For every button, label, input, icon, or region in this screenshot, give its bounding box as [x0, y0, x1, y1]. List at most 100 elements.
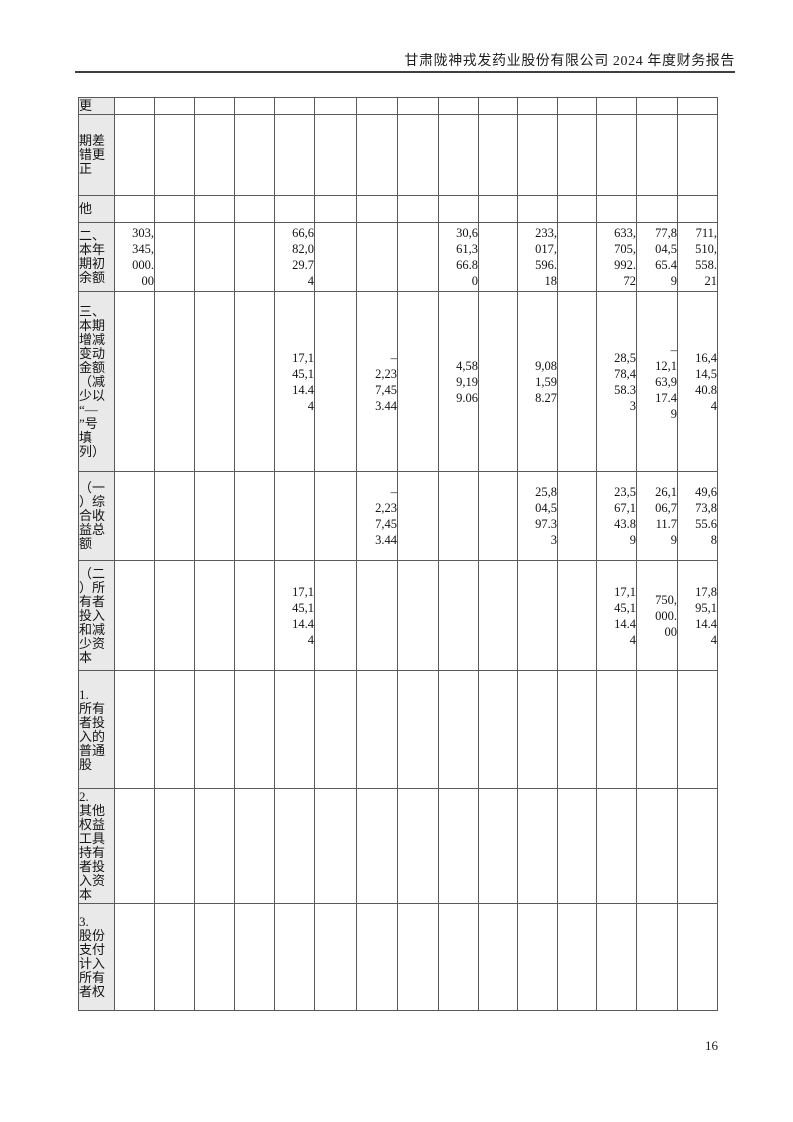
row-label: （二 ）所 有者 投入 和减 少资 本: [78, 560, 115, 671]
table-row: 3. 股份 支付 计入 所有 者权: [78, 903, 718, 1011]
value-cell: [314, 195, 357, 223]
value-cell: [114, 903, 155, 1011]
value-cell: [356, 114, 398, 196]
value-cell: [397, 560, 439, 671]
value-cell: [438, 903, 479, 1011]
value-cell: [438, 788, 479, 904]
value-cell: [438, 195, 479, 223]
value-cell: [596, 97, 637, 115]
value-cell: [356, 222, 398, 292]
value-cell: [154, 195, 195, 223]
value-cell: 66,6 82,0 29.7 4: [274, 222, 315, 292]
value-cell: [557, 903, 597, 1011]
value-cell: [557, 195, 597, 223]
value-cell: [677, 195, 718, 223]
value-cell: [114, 97, 155, 115]
value-cell: [154, 471, 195, 561]
value-cell: [517, 114, 558, 196]
value-cell: [154, 670, 195, 789]
value-cell: [478, 788, 518, 904]
value-cell: [677, 97, 718, 115]
value-cell: [557, 560, 597, 671]
value-cell: 17,1 45,1 14.4 4: [274, 560, 315, 671]
value-cell: [478, 97, 518, 115]
value-cell: [517, 195, 558, 223]
report-header-title: 甘肃陇神戎发药业股份有限公司 2024 年度财务报告: [404, 54, 735, 69]
value-cell: 4,58 9,19 9.06: [438, 291, 479, 472]
value-cell: [478, 670, 518, 789]
value-cell: [234, 291, 275, 472]
value-cell: 17,1 45,1 14.4 4: [596, 560, 637, 671]
value-cell: [478, 560, 518, 671]
value-cell: [114, 670, 155, 789]
value-cell: [397, 97, 439, 115]
value-cell: [397, 471, 439, 561]
value-cell: [314, 670, 357, 789]
value-cell: [274, 788, 315, 904]
value-cell: [274, 471, 315, 561]
value-cell: [636, 903, 678, 1011]
value-cell: [194, 222, 235, 292]
value-cell: [636, 788, 678, 904]
value-cell: [314, 114, 357, 196]
value-cell: 77,8 04,5 65.4 9: [636, 222, 678, 292]
value-cell: [194, 560, 235, 671]
value-cell: [517, 670, 558, 789]
value-cell: 750, 000. 00: [636, 560, 678, 671]
value-cell: [114, 114, 155, 196]
value-cell: [194, 114, 235, 196]
table-row: 他: [78, 195, 718, 223]
row-label: 二、 本年 期初 余额: [78, 222, 115, 292]
value-cell: [234, 195, 275, 223]
value-cell: 16,4 14,5 40.8 4: [677, 291, 718, 472]
value-cell: [154, 291, 195, 472]
value-cell: 49,6 73,8 55.6 8: [677, 471, 718, 561]
value-cell: [677, 670, 718, 789]
value-cell: [677, 788, 718, 904]
value-cell: 26,1 06,7 11.7 9: [636, 471, 678, 561]
row-label: 他: [78, 195, 115, 223]
value-cell: [557, 291, 597, 472]
table-row: 期差 错更 正: [78, 114, 718, 196]
value-cell: [557, 222, 597, 292]
value-cell: [438, 670, 479, 789]
value-cell: [154, 114, 195, 196]
value-cell: [356, 560, 398, 671]
value-cell: [234, 114, 275, 196]
value-cell: – 2,23 7,45 3.44: [356, 471, 398, 561]
value-cell: [194, 97, 235, 115]
value-cell: [356, 195, 398, 223]
value-cell: [114, 788, 155, 904]
value-cell: [438, 97, 479, 115]
value-cell: [677, 114, 718, 196]
value-cell: 17,1 45,1 14.4 4: [274, 291, 315, 472]
value-cell: 633, 705, 992. 72: [596, 222, 637, 292]
value-cell: [557, 114, 597, 196]
value-cell: [154, 222, 195, 292]
table-row: 1. 所有 者投 入的 普通 股: [78, 670, 718, 789]
value-cell: [274, 114, 315, 196]
value-cell: [596, 114, 637, 196]
value-cell: [194, 788, 235, 904]
value-cell: – 12,1 63,9 17.4 9: [636, 291, 678, 472]
value-cell: 23,5 67,1 43.8 9: [596, 471, 637, 561]
row-label: 3. 股份 支付 计入 所有 者权: [78, 903, 115, 1011]
value-cell: [154, 97, 195, 115]
value-cell: [356, 670, 398, 789]
value-cell: [517, 97, 558, 115]
value-cell: [314, 471, 357, 561]
value-cell: 303, 345, 000. 00: [114, 222, 155, 292]
table-row: 2. 其他 权益 工具 持有 者投 入资 本: [78, 788, 718, 904]
value-cell: [234, 560, 275, 671]
value-cell: [314, 222, 357, 292]
value-cell: [677, 903, 718, 1011]
value-cell: [194, 471, 235, 561]
value-cell: [517, 788, 558, 904]
value-cell: [194, 195, 235, 223]
value-cell: 28,5 78,4 58.3 3: [596, 291, 637, 472]
value-cell: [154, 788, 195, 904]
value-cell: [636, 670, 678, 789]
value-cell: [234, 97, 275, 115]
value-cell: [234, 670, 275, 789]
value-cell: [397, 903, 439, 1011]
